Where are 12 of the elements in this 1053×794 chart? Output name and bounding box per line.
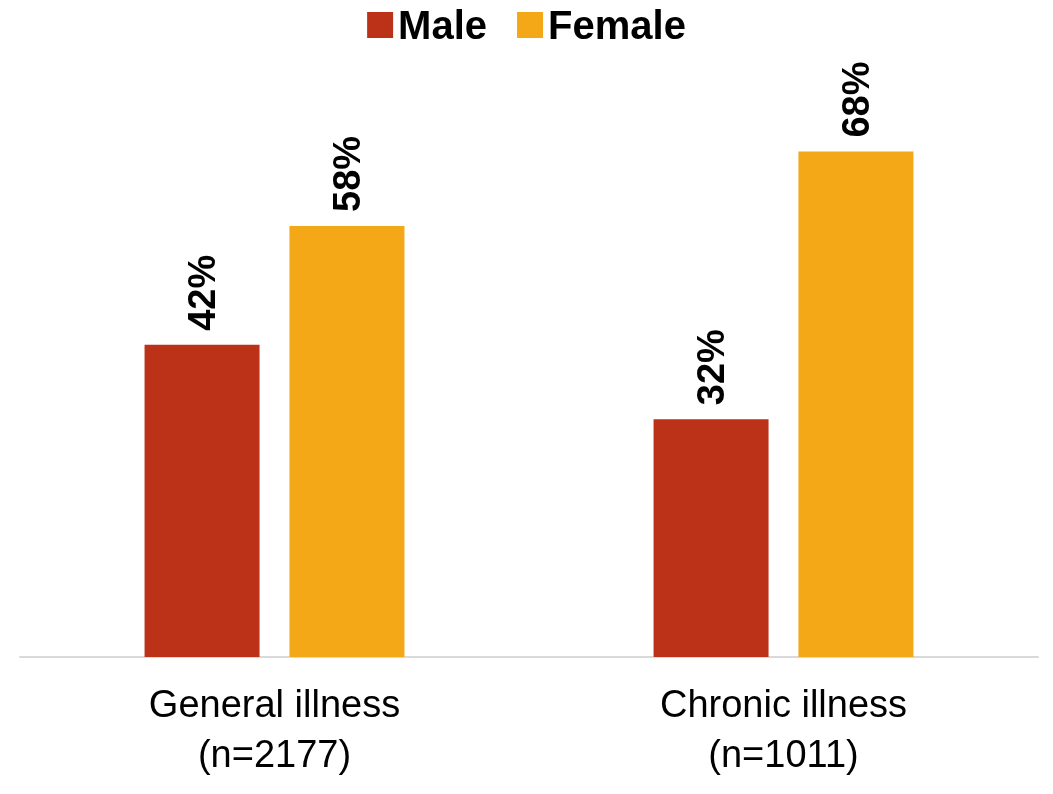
bar (653, 419, 769, 657)
bar (289, 225, 405, 657)
data-label: 58% (325, 135, 368, 212)
data-label: 68% (834, 61, 877, 138)
legend-label: Female (548, 3, 686, 47)
data-label: 32% (690, 329, 733, 406)
bar (798, 151, 914, 657)
legend-label: Male (398, 3, 488, 47)
x-tick-label: General illness (n=2177) (148, 683, 401, 775)
x-tick-label: Chronic illness (n=1011) (659, 683, 908, 775)
data-label: 42% (181, 254, 224, 331)
bar (144, 344, 260, 657)
